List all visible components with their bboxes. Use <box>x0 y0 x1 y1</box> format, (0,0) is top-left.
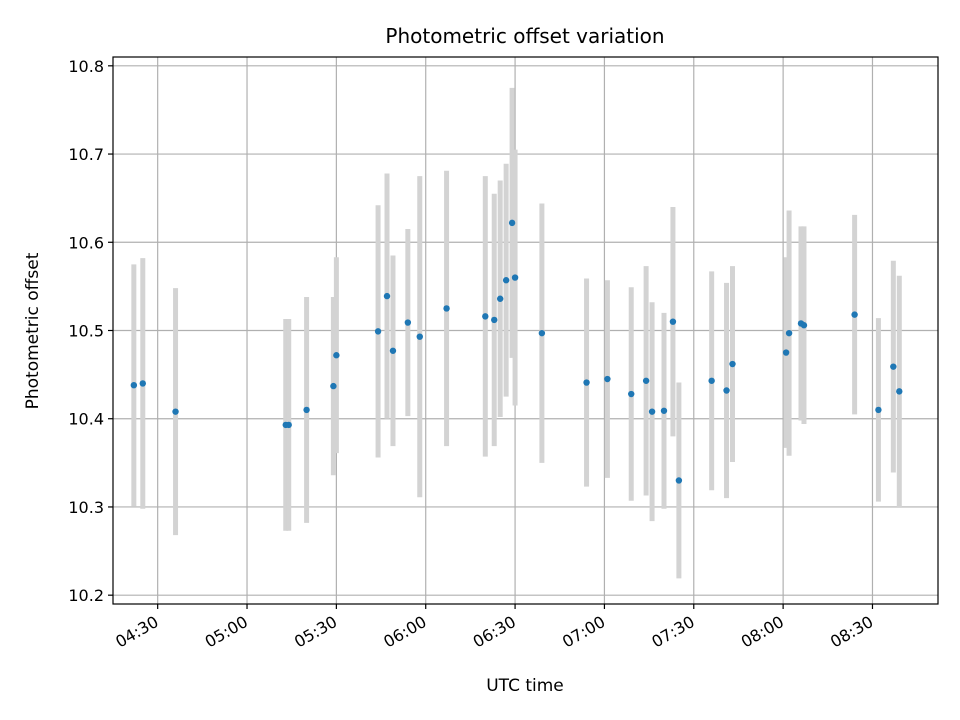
data-point <box>875 406 882 414</box>
data-markers <box>130 219 903 484</box>
data-point <box>604 375 611 383</box>
data-point <box>660 407 668 414</box>
y-axis: 10.2 10.3 10.4 10.5 10.6 10.7 10.8 <box>68 57 113 605</box>
data-point <box>800 322 808 329</box>
data-point <box>729 360 736 368</box>
data-point <box>648 408 656 415</box>
data-point <box>416 333 423 340</box>
data-point <box>708 377 715 384</box>
data-point <box>511 274 519 281</box>
y-tick-label: 10.3 <box>68 498 104 517</box>
data-point <box>723 387 730 394</box>
data-point <box>383 292 391 300</box>
y-axis-label: Photometric offset <box>23 252 43 409</box>
data-point <box>443 305 450 312</box>
data-point <box>404 319 412 326</box>
data-point <box>896 388 903 395</box>
data-point <box>890 363 897 370</box>
data-point <box>330 382 337 390</box>
data-point <box>496 295 504 302</box>
y-tick-label: 10.7 <box>68 145 104 164</box>
data-point <box>502 277 510 284</box>
data-point <box>139 380 146 387</box>
y-tick-label: 10.4 <box>68 410 104 429</box>
data-point <box>285 421 292 429</box>
y-tick-label: 10.6 <box>68 233 104 252</box>
y-tick-label: 10.8 <box>68 57 104 76</box>
data-point <box>642 377 650 384</box>
data-point <box>491 316 498 324</box>
chart-title: Photometric offset variation <box>385 24 664 48</box>
data-point <box>508 219 516 227</box>
data-point <box>675 477 683 484</box>
data-point <box>130 382 138 389</box>
y-tick-label: 10.5 <box>68 322 104 341</box>
data-point <box>851 311 858 318</box>
data-point <box>669 318 677 325</box>
data-point <box>333 352 340 359</box>
data-point <box>782 349 790 356</box>
data-point <box>374 328 382 335</box>
data-point <box>482 313 489 320</box>
data-point <box>172 408 179 415</box>
data-point <box>389 347 397 354</box>
data-point <box>303 406 310 414</box>
data-point <box>628 390 635 398</box>
data-point <box>785 329 793 337</box>
y-tick-label: 10.2 <box>68 586 104 605</box>
x-axis-label: UTC time <box>486 676 564 696</box>
data-point <box>538 329 546 337</box>
data-point <box>583 379 590 386</box>
